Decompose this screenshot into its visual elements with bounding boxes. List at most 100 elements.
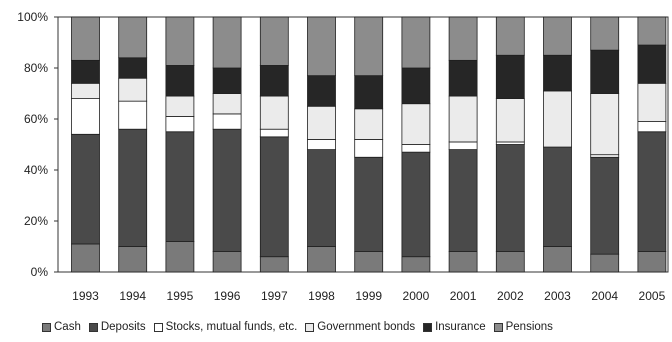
x-tick-label: 2002 <box>497 289 524 303</box>
bar-1998-cash <box>307 246 336 273</box>
bar-1993-insurance <box>71 59 100 84</box>
y-tick-label: 100% <box>17 10 48 24</box>
bar-1999-cash <box>354 251 384 273</box>
bar-1995-cash <box>165 240 195 273</box>
legend-item: Pensions <box>493 321 553 333</box>
bar-1994-insurance <box>118 57 148 79</box>
x-tick-label: 1999 <box>355 289 382 303</box>
bar-2001-stocks-mutual-funds-etc <box>448 141 478 150</box>
legend-label: Government bonds <box>317 321 416 333</box>
bar-2003-deposits <box>543 146 572 247</box>
bar-1996-pensions <box>212 16 242 69</box>
bar-1994-deposits <box>118 128 148 247</box>
legend-item: Stocks, mutual funds, etc. <box>153 321 297 333</box>
x-tick-label: 2003 <box>544 289 571 303</box>
legend-label: Cash <box>54 321 81 333</box>
bar-2002-cash <box>495 251 525 273</box>
x-tick-label: 1994 <box>119 289 146 303</box>
legend-item: Government bonds <box>305 321 415 333</box>
legend-item: Deposits <box>88 321 146 333</box>
legend-swatch <box>493 322 503 332</box>
bar-1993-pensions <box>71 16 100 61</box>
bar-2001-government-bonds <box>448 95 478 143</box>
bar-1998-deposits <box>307 149 336 247</box>
bar-2004-government-bonds <box>590 93 620 156</box>
bar-2001-insurance <box>448 59 478 97</box>
y-tick-label: 60% <box>24 112 48 126</box>
x-tick-label: 2001 <box>450 289 477 303</box>
bar-1995-insurance <box>165 65 195 97</box>
bar-1997-deposits <box>259 136 289 258</box>
x-tick-label: 1996 <box>214 289 241 303</box>
bar-1993-deposits <box>71 133 100 245</box>
bar-2003-government-bonds <box>543 90 572 148</box>
legend: Cash Deposits Stocks, mutual funds, etc. Go… <box>42 318 672 336</box>
bar-1998-stocks-mutual-funds-etc <box>307 138 336 150</box>
bar-2002-pensions <box>495 16 525 56</box>
y-tick-label: 40% <box>24 163 48 177</box>
bar-1993-stocks-mutual-funds-etc <box>71 98 100 135</box>
bar-2004-pensions <box>590 16 620 51</box>
bar-2001-pensions <box>448 16 478 61</box>
legend-swatch <box>42 322 51 332</box>
x-tick-label: 1997 <box>261 289 288 303</box>
bar-1999-stocks-mutual-funds-etc <box>354 138 384 158</box>
bar-1993-cash <box>71 243 100 273</box>
legend-item: Cash <box>42 321 81 333</box>
bar-1999-insurance <box>354 75 384 110</box>
bar-1996-cash <box>212 251 242 273</box>
x-tick-label: 1995 <box>167 289 194 303</box>
bar-2000-government-bonds <box>401 103 431 145</box>
x-tick-label: 1998 <box>308 289 335 303</box>
bar-1993-government-bonds <box>71 82 100 100</box>
bar-1997-insurance <box>259 65 289 97</box>
bar-1997-cash <box>259 256 289 273</box>
y-tick-label: 80% <box>24 61 48 75</box>
bar-1999-deposits <box>354 156 384 252</box>
bar-1994-pensions <box>118 16 148 59</box>
legend-swatch <box>88 322 98 332</box>
bar-1995-pensions <box>165 16 195 66</box>
bar-1999-government-bonds <box>354 108 384 140</box>
legend-item: Insurance <box>423 321 486 333</box>
bar-2005-cash <box>637 251 667 273</box>
bar-2000-stocks-mutual-funds-etc <box>401 144 431 153</box>
legend-label: Insurance <box>435 321 486 333</box>
x-tick-label: 2004 <box>591 289 618 303</box>
legend-swatch <box>305 322 315 332</box>
bar-1996-government-bonds <box>212 93 242 115</box>
bar-1994-stocks-mutual-funds-etc <box>118 100 148 130</box>
bar-2005-pensions <box>637 16 667 46</box>
bar-1995-stocks-mutual-funds-etc <box>165 116 195 133</box>
bar-2001-deposits <box>448 149 478 253</box>
bar-2003-cash <box>543 246 572 273</box>
bar-2002-insurance <box>495 54 525 99</box>
bar-2000-deposits <box>401 151 431 258</box>
x-tick-label: 2000 <box>403 289 430 303</box>
bar-1995-government-bonds <box>165 95 195 117</box>
bar-2004-cash <box>590 253 620 273</box>
bar-2005-stocks-mutual-funds-etc <box>637 121 667 133</box>
bar-2005-deposits <box>637 131 667 252</box>
bar-1994-government-bonds <box>118 77 148 102</box>
bar-1995-deposits <box>165 131 195 242</box>
bar-2005-insurance <box>637 44 667 84</box>
bar-1996-deposits <box>212 128 242 252</box>
legend-label: Deposits <box>100 321 146 333</box>
bar-1999-pensions <box>354 16 384 77</box>
bar-2002-deposits <box>495 144 525 252</box>
legend-swatch <box>153 322 163 332</box>
x-tick-label: 1993 <box>72 289 99 303</box>
bar-2001-cash <box>448 251 478 273</box>
bar-2000-insurance <box>401 67 431 105</box>
bar-2004-deposits <box>590 156 620 255</box>
bar-2005-government-bonds <box>637 82 667 122</box>
x-tick-label: 2005 <box>639 289 666 303</box>
bar-1998-government-bonds <box>307 105 336 140</box>
bar-1998-insurance <box>307 75 336 107</box>
y-tick-label: 0% <box>31 265 49 279</box>
legend-label: Pensions <box>505 321 553 333</box>
bar-1997-government-bonds <box>259 95 289 130</box>
